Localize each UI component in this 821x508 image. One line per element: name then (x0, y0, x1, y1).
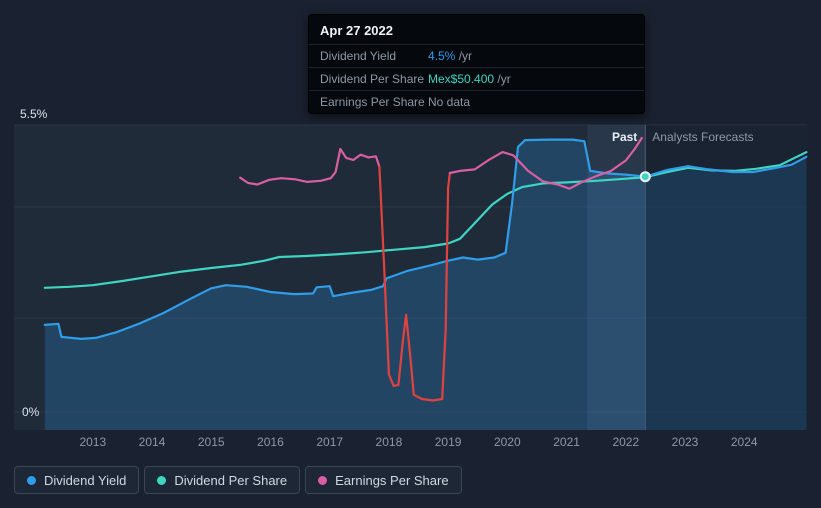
legend-label: Dividend Yield (44, 472, 127, 488)
tooltip-row-dividend-per-share: Dividend Per Share Mex$50.400 /yr (309, 67, 644, 90)
forecast-label: Analysts Forecasts (652, 130, 753, 144)
x-axis-label: 2017 (316, 435, 343, 449)
tooltip-row-earnings-per-share: Earnings Per Share No data (309, 90, 644, 113)
past-label: Past (612, 130, 637, 144)
y-axis-label-top: 5.5% (20, 107, 48, 121)
chart-tooltip: Apr 27 2022 Dividend Yield 4.5% /yr Divi… (308, 14, 645, 114)
legend-label: Earnings Per Share (335, 472, 449, 488)
x-axis-label: 2024 (731, 435, 758, 449)
earnings-per-share-line-2 (448, 136, 643, 190)
current-value-marker[interactable] (639, 171, 651, 183)
y-axis-label-bottom: 0% (22, 405, 40, 419)
x-axis-label: 2014 (139, 435, 166, 449)
legend-dot-icon (27, 475, 36, 485)
dividend-yield-area (44, 139, 807, 430)
x-axis-label: 2013 (79, 435, 106, 449)
earnings-per-share-line-1 (378, 165, 451, 402)
tooltip-value-suffix: /yr (494, 72, 511, 86)
tooltip-label: Earnings Per Share (320, 95, 425, 109)
tooltip-label: Dividend Yield (320, 49, 397, 63)
legend-item-dividend-yield[interactable]: Dividend Yield (14, 466, 140, 494)
forecast-region (645, 125, 807, 430)
x-axis-label: 2015 (198, 435, 225, 449)
dividend-per-share-line (43, 151, 808, 289)
legend: Dividend Yield Dividend Per Share Earnin… (14, 466, 462, 494)
dividend-yield-line (43, 138, 808, 340)
x-axis-label: 2019 (435, 435, 462, 449)
tooltip-value: Mex$50.400 (428, 72, 495, 86)
tooltip-label: Dividend Per Share (320, 72, 425, 86)
x-axis-label: 2018 (376, 435, 403, 449)
tooltip-value: 4.5% (428, 49, 456, 63)
legend-label: Dividend Per Share (174, 472, 288, 488)
earnings-per-share-line-0 (239, 147, 381, 186)
x-axis-label: 2021 (553, 435, 580, 449)
tooltip-value-suffix: /yr (455, 49, 473, 63)
tooltip-row-dividend-yield: Dividend Yield 4.5% /yr (309, 44, 644, 67)
x-axis-label: 2016 (257, 435, 284, 449)
legend-item-dividend-per-share[interactable]: Dividend Per Share (144, 466, 301, 494)
legend-item-earnings-per-share[interactable]: Earnings Per Share (305, 466, 462, 494)
tooltip-value: No data (428, 95, 471, 109)
x-axis-label: 2023 (672, 435, 699, 449)
chart-canvas[interactable]: 5.5% 0% 2013 2014 2015 2016 2017 2018 2019 2020 20… (0, 0, 821, 455)
legend-dot-icon (318, 475, 328, 485)
x-axis-label: 2022 (612, 435, 639, 449)
tooltip-date: Apr 27 2022 (320, 23, 393, 38)
legend-dot-icon (157, 475, 167, 485)
x-axis-label: 2020 (494, 435, 521, 449)
